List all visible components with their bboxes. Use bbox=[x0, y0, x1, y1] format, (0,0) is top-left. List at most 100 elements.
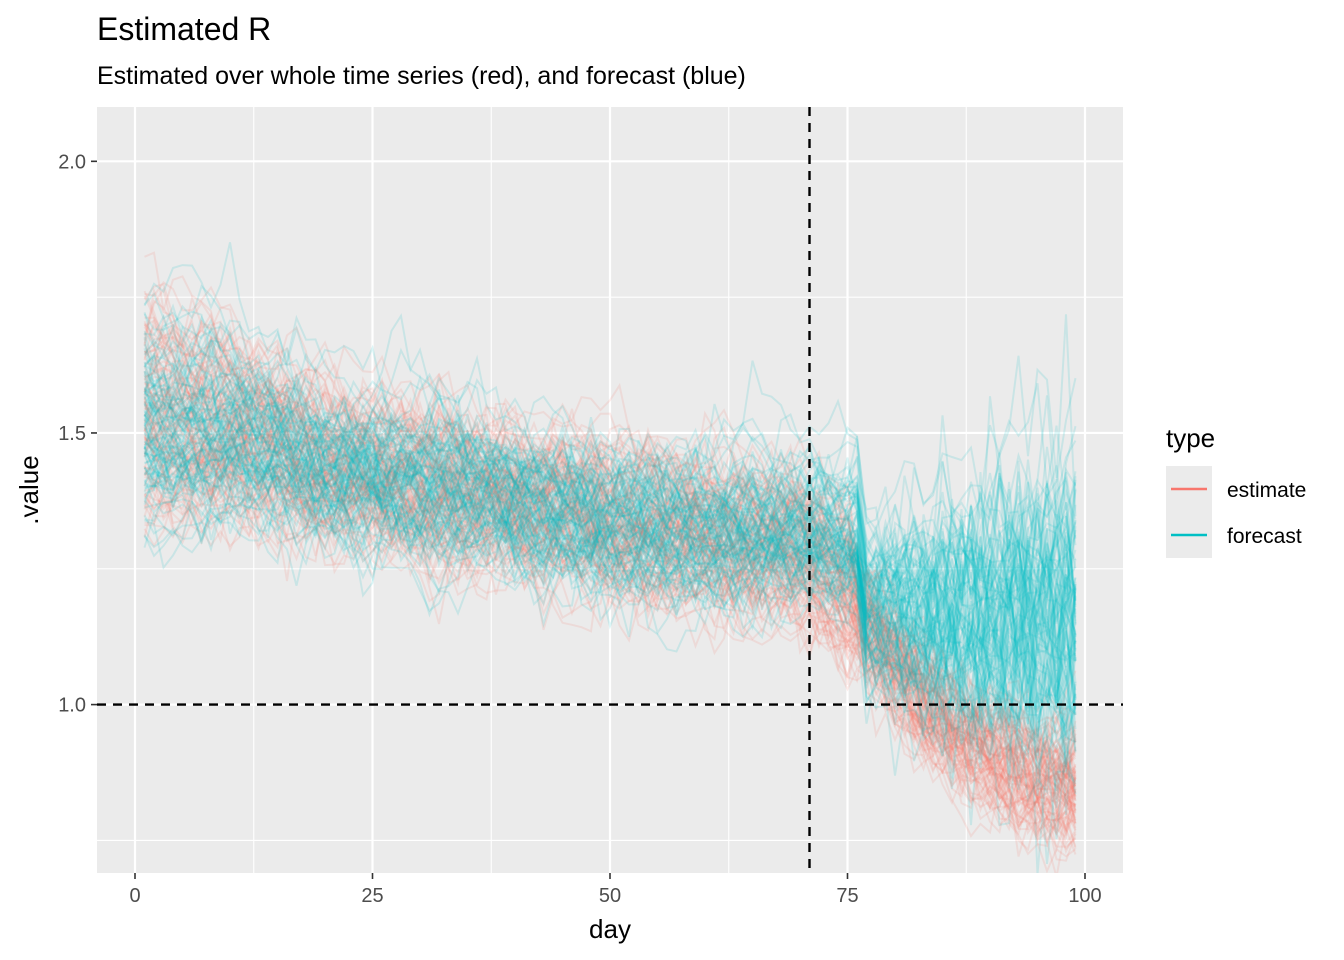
series-estimate-draw-line bbox=[143, 366, 1076, 801]
series-forecast-draw-line bbox=[143, 402, 1077, 743]
series-estimate-draw-line bbox=[143, 456, 1077, 837]
series-forecast-draw-line bbox=[143, 418, 1077, 740]
series-estimate-draw-line bbox=[143, 460, 1077, 855]
series-forecast-draw-line bbox=[144, 473, 1077, 765]
series-estimate-draw-line bbox=[143, 346, 1077, 805]
chart-title: Estimated R bbox=[97, 11, 271, 47]
reference-lines bbox=[97, 107, 1123, 873]
series-forecast-draw-line bbox=[143, 322, 1077, 603]
series-estimate-draw-line bbox=[144, 405, 1077, 852]
series-estimate-draw-line bbox=[144, 368, 1077, 809]
series-estimate-draw-line bbox=[143, 416, 1077, 824]
series-forecast-draw-line bbox=[143, 312, 1077, 623]
series-estimate-draw-line bbox=[143, 303, 1077, 759]
series-estimate-draw-line bbox=[143, 333, 1076, 782]
x-tick-label: 100 bbox=[1068, 885, 1101, 907]
series-estimate-draw-line bbox=[144, 482, 1077, 855]
series-forecast-draw-line bbox=[143, 343, 1077, 710]
series-forecast-draw-line bbox=[143, 387, 1077, 733]
series-estimate-draw-line bbox=[144, 452, 1077, 832]
series-forecast-draw-line bbox=[144, 381, 1077, 647]
series-forecast-draw-line bbox=[144, 414, 1077, 721]
series-forecast-draw-line bbox=[143, 432, 1077, 745]
series-forecast-draw-line bbox=[143, 242, 1077, 532]
series-forecast-draw-line bbox=[143, 425, 1077, 708]
series-forecast-draw-line bbox=[143, 317, 1077, 703]
series-forecast-draw-line bbox=[143, 383, 1077, 720]
series-estimate-draw-line bbox=[143, 466, 1077, 832]
series-forecast-draw-line bbox=[143, 292, 1077, 661]
series-forecast-draw-line bbox=[143, 330, 1077, 730]
series-forecast-draw-line bbox=[143, 400, 1077, 674]
series-estimate-draw-line bbox=[144, 380, 1077, 824]
legend-title: type bbox=[1166, 423, 1215, 453]
series-forecast-draw-line bbox=[144, 313, 1077, 663]
series-forecast-draw-line bbox=[143, 338, 1077, 610]
series-estimate-draw-line bbox=[144, 316, 1077, 753]
series-forecast-draw-line bbox=[143, 381, 1077, 704]
series-forecast-draw-line bbox=[143, 416, 1077, 761]
series-forecast-draw-line bbox=[144, 447, 1077, 719]
series-estimate-draw-line bbox=[143, 400, 1076, 834]
series-estimate-draw-line bbox=[143, 386, 1076, 774]
series-forecast-draw-line bbox=[143, 446, 1077, 797]
series-forecast-draw-line bbox=[143, 426, 1077, 729]
series-estimate-draw-line bbox=[143, 332, 1076, 801]
series-estimate-draw-line bbox=[143, 290, 1077, 791]
series-forecast-draw-line bbox=[144, 448, 1077, 745]
series-estimate-draw-line bbox=[143, 444, 1076, 806]
series-forecast-draw-line bbox=[143, 371, 1077, 768]
series-estimate-draw-line bbox=[143, 424, 1077, 841]
series-forecast-draw-line bbox=[143, 310, 1077, 730]
series-forecast-draw-line bbox=[143, 371, 1077, 663]
series-forecast-draw-line bbox=[143, 416, 1077, 726]
series-estimate-draw-line bbox=[144, 484, 1077, 873]
series-estimate-draw-line bbox=[143, 360, 1077, 813]
series-forecast-draw-line bbox=[144, 418, 1077, 777]
y-axis-ticks: 1.0 1.5 2.0 bbox=[58, 151, 97, 717]
series-forecast-draw-line bbox=[143, 390, 1077, 643]
series-estimate-draw-line bbox=[143, 396, 1077, 811]
series-forecast-draw-line bbox=[144, 481, 1077, 865]
x-tick-label: 75 bbox=[836, 885, 858, 907]
series-forecast-draw-line bbox=[143, 390, 1077, 660]
series-estimate-draw-line bbox=[143, 376, 1077, 790]
x-tick-label: 0 bbox=[129, 885, 140, 907]
series-forecast-draw-line bbox=[143, 419, 1077, 740]
series-estimate-draw-line bbox=[143, 320, 1077, 798]
series-forecast-draw-line bbox=[143, 431, 1077, 758]
series-forecast-draw-line bbox=[143, 337, 1077, 643]
series-estimate-draw-line bbox=[143, 410, 1077, 834]
y-tick-label: 1.0 bbox=[58, 695, 86, 717]
legend: type estimate forecast bbox=[1166, 423, 1306, 558]
series-estimate-draw-line bbox=[143, 423, 1077, 828]
x-tick-label: 25 bbox=[361, 885, 383, 907]
series-forecast-draw-line bbox=[144, 401, 1077, 662]
series-forecast-draw-line bbox=[143, 387, 1077, 674]
series-estimate-draw-line bbox=[143, 329, 1077, 821]
series-estimate-draw-line bbox=[143, 412, 1077, 833]
series-forecast-draw-line bbox=[143, 389, 1077, 654]
series-forecast-draw-line bbox=[143, 406, 1077, 719]
y-axis-title: .value bbox=[14, 455, 44, 524]
series-estimate-draw-line bbox=[143, 287, 1077, 747]
series-forecast-lines bbox=[143, 242, 1077, 873]
series-forecast-draw-line bbox=[143, 332, 1077, 653]
series-estimate-draw-line bbox=[143, 418, 1077, 836]
series-forecast-draw-line bbox=[143, 382, 1077, 699]
series-estimate-draw-line bbox=[144, 376, 1077, 811]
series-forecast-draw-line bbox=[143, 479, 1077, 677]
series-forecast-draw-line bbox=[143, 397, 1077, 674]
series-estimate-draw-line bbox=[144, 251, 1077, 762]
series-forecast-draw-line bbox=[143, 397, 1077, 667]
series-estimate-draw-line bbox=[143, 449, 1077, 851]
series-forecast-draw-line bbox=[143, 469, 1077, 760]
series-forecast-draw-line bbox=[143, 319, 1077, 645]
series-forecast-draw-line bbox=[143, 374, 1077, 641]
series-estimate-draw-line bbox=[143, 436, 1077, 810]
series-forecast-draw-line bbox=[143, 431, 1077, 756]
series-estimate-draw-line bbox=[143, 420, 1077, 842]
series-forecast-draw-line bbox=[143, 337, 1077, 624]
series-estimate-draw-line bbox=[143, 452, 1077, 819]
series-estimate-draw-line bbox=[144, 357, 1077, 776]
